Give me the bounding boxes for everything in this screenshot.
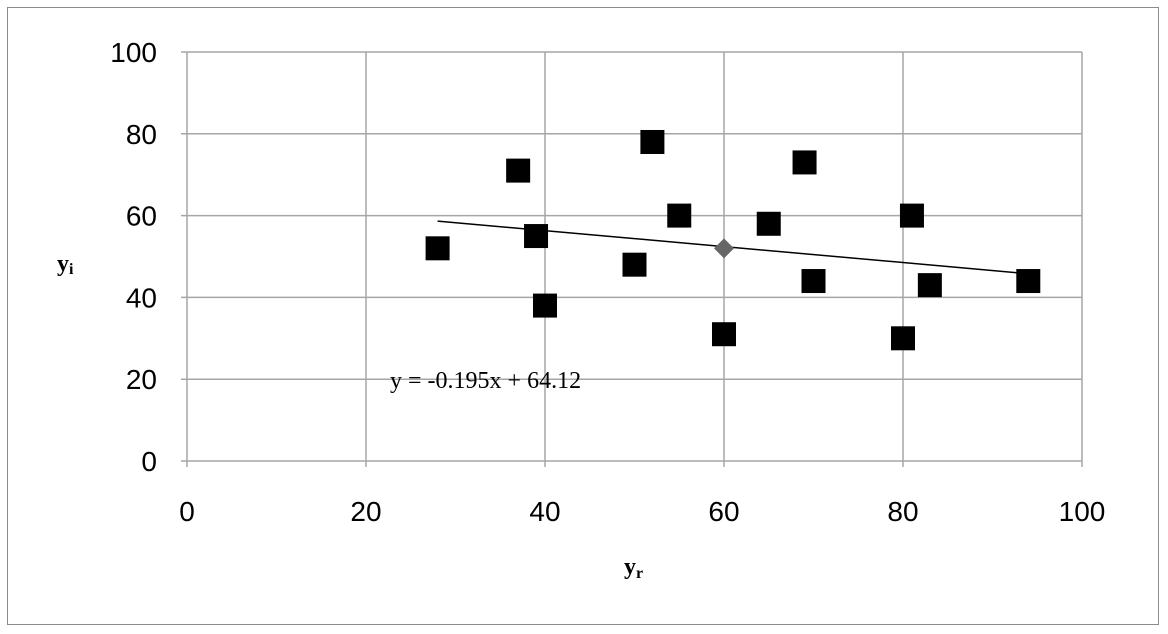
- y-axis-label: yi: [57, 251, 74, 278]
- point-square-6: [667, 203, 692, 228]
- point-square-10: [801, 269, 826, 294]
- x-tick-label-100: 100: [1059, 496, 1106, 527]
- point-square-5: [640, 129, 665, 154]
- point-diamond-0: [714, 238, 734, 259]
- tick-labels: 0 20 40 60 80 100 0 20 40 60 80 100: [110, 37, 1105, 527]
- point-square-11: [891, 326, 915, 351]
- x-tick-label-20: 20: [350, 496, 381, 527]
- x-tick-label-0: 0: [179, 496, 195, 527]
- trendline-equation: y = -0.195x + 64.12: [390, 368, 581, 394]
- point-square-13: [917, 273, 942, 298]
- point-square-3: [533, 293, 557, 318]
- y-tick-label-80: 80: [126, 119, 157, 150]
- point-square-0: [425, 236, 450, 261]
- y-tick-label-0: 0: [141, 446, 157, 477]
- y-tick-label-40: 40: [126, 282, 157, 313]
- point-square-7: [712, 322, 736, 347]
- x-tick-label-60: 60: [708, 496, 739, 527]
- point-square-9: [792, 150, 817, 175]
- chart-frame: [7, 7, 1159, 625]
- point-square-12: [899, 203, 924, 228]
- x-tick-label-80: 80: [887, 496, 918, 527]
- y-tick-label-20: 20: [126, 364, 157, 395]
- point-square-14: [1016, 269, 1041, 294]
- y-tick-label-60: 60: [126, 201, 157, 232]
- point-square-1: [506, 158, 531, 183]
- point-square-2: [524, 224, 549, 249]
- x-axis-label: yr: [624, 554, 643, 582]
- y-tick-label-100: 100: [110, 37, 157, 68]
- point-square-4: [622, 252, 647, 277]
- point-square-8: [756, 211, 781, 236]
- x-tick-label-40: 40: [529, 496, 560, 527]
- data-points: [425, 129, 1041, 351]
- grid-lines: [181, 51, 1083, 467]
